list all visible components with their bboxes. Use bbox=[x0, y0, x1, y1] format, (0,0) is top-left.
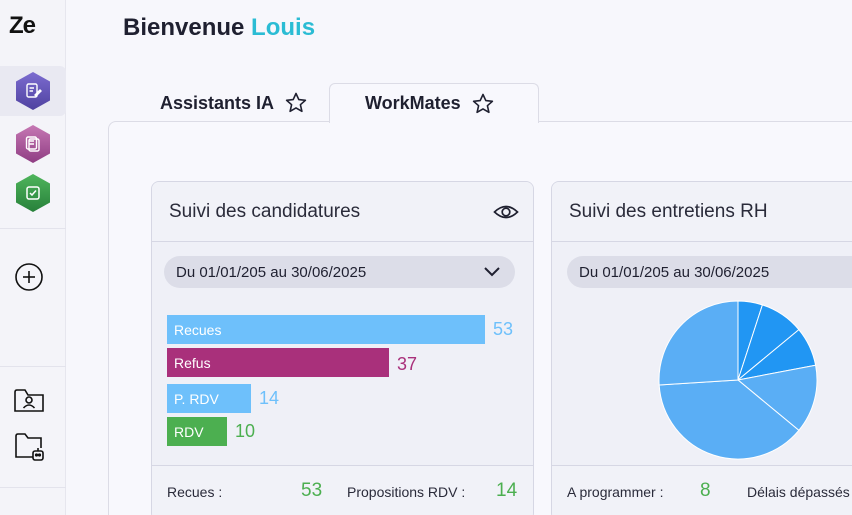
card-title: Suivi des entretiens RH bbox=[569, 200, 768, 222]
pie-slice-5 bbox=[658, 379, 800, 460]
card-header: Suivi des candidatures bbox=[152, 182, 533, 242]
page-title: Bienvenue Louis bbox=[123, 14, 315, 42]
bar-value: 10 bbox=[235, 421, 256, 441]
pie-slice-6 bbox=[658, 300, 739, 386]
bar-recues: Recues bbox=[167, 315, 485, 344]
star-icon[interactable] bbox=[284, 91, 308, 115]
bar-label: RDV bbox=[174, 423, 204, 440]
sidebar: Ze bbox=[0, 0, 66, 515]
user-name: Louis bbox=[251, 14, 316, 41]
bot-folder-icon[interactable] bbox=[12, 430, 46, 464]
sidebar-divider bbox=[0, 487, 66, 488]
greeting-text: Bienvenue bbox=[123, 14, 252, 41]
bar-refus: Refus bbox=[167, 348, 389, 377]
tab-workmates[interactable]: WorkMates bbox=[329, 83, 539, 123]
date-range-select[interactable]: Du 01/01/205 au 30/06/2025 bbox=[164, 256, 515, 288]
sidebar-item-tasks[interactable] bbox=[0, 168, 66, 218]
bar-p-rdv: P. RDV bbox=[167, 384, 251, 413]
bar-label: P. RDV bbox=[174, 390, 219, 407]
task-check-icon bbox=[16, 174, 50, 212]
notes-edit-icon bbox=[16, 72, 50, 110]
chevron-down-icon bbox=[483, 265, 501, 279]
card-header: Suivi des entretiens RH bbox=[552, 182, 852, 242]
card-title: Suivi des candidatures bbox=[169, 200, 361, 222]
bar-value: 37 bbox=[397, 354, 418, 374]
add-icon[interactable] bbox=[12, 260, 46, 294]
entretiens-card: Suivi des entretiens RH Du 01/01/205 au … bbox=[551, 181, 852, 515]
documents-icon bbox=[16, 125, 50, 163]
bar-label: Recues bbox=[174, 321, 222, 338]
tab-label: WorkMates bbox=[365, 93, 461, 113]
user-folder-icon[interactable] bbox=[12, 383, 46, 417]
footer-value: 14 bbox=[496, 480, 518, 501]
bar-rdv: RDV bbox=[167, 417, 227, 446]
sidebar-divider bbox=[0, 366, 66, 367]
pie-chart bbox=[658, 300, 818, 460]
eye-icon[interactable] bbox=[493, 202, 519, 222]
bar-value: 53 bbox=[493, 319, 514, 339]
footer-value: 8 bbox=[700, 480, 711, 501]
tab-assistants-ia[interactable]: Assistants IA bbox=[160, 83, 308, 123]
sidebar-item-documents[interactable] bbox=[0, 119, 66, 169]
bar-value: 14 bbox=[259, 388, 280, 408]
footer-value: 53 bbox=[301, 480, 323, 501]
star-icon[interactable] bbox=[471, 92, 495, 116]
sidebar-divider bbox=[0, 228, 66, 229]
footer-label: Recues : bbox=[167, 484, 223, 500]
footer-label: Délais dépassés bbox=[747, 484, 850, 500]
pie-slice-4 bbox=[736, 364, 818, 432]
date-range-value: Du 01/01/205 au 30/06/2025 bbox=[176, 263, 367, 281]
footer-label: Propositions RDV : bbox=[347, 484, 466, 500]
candidatures-card: Suivi des candidatures Du 01/01/205 au 3… bbox=[151, 181, 534, 515]
app-logo: Ze bbox=[9, 12, 36, 39]
card-footer: Recues : 53 Propositions RDV : 14 bbox=[152, 465, 533, 515]
tab-label: Assistants IA bbox=[160, 92, 275, 113]
sidebar-item-notes[interactable] bbox=[0, 66, 66, 116]
bar-label: Refus bbox=[174, 354, 211, 371]
date-range-value: Du 01/01/205 au 30/06/2025 bbox=[579, 263, 770, 281]
date-range-select[interactable]: Du 01/01/205 au 30/06/2025 bbox=[567, 256, 852, 288]
card-footer: A programmer : 8 Délais dépassés bbox=[552, 465, 852, 515]
footer-label: A programmer : bbox=[567, 484, 664, 500]
